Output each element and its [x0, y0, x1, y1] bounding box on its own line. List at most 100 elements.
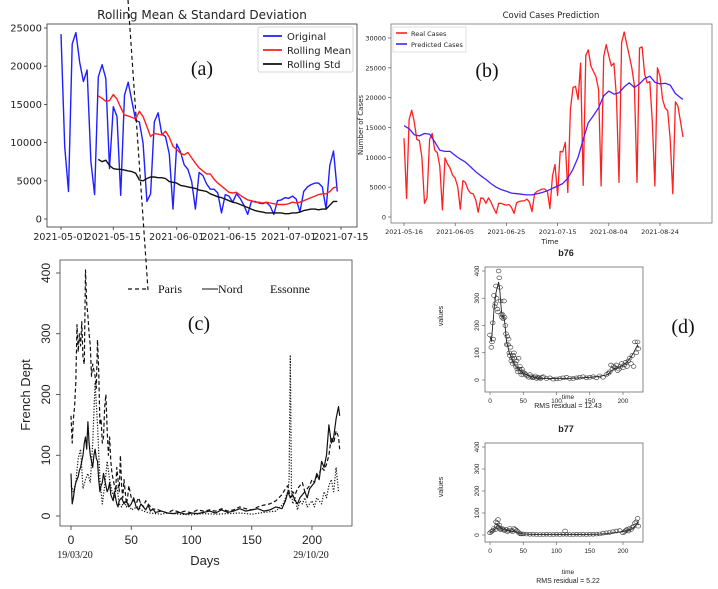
data-point — [502, 323, 508, 328]
data-point — [547, 375, 553, 380]
x-tick-label: 2021-06-15 — [201, 232, 256, 243]
data-point — [550, 532, 556, 537]
data-point — [515, 356, 522, 361]
data-point — [563, 532, 570, 537]
subplot-b76-frame — [484, 266, 644, 393]
data-point — [621, 362, 627, 368]
data-point — [537, 532, 543, 537]
data-point — [492, 304, 498, 309]
data-point — [625, 528, 631, 534]
data-point — [626, 526, 633, 531]
series-paris-line — [70, 269, 341, 514]
panel-a-y-ticks: 0 5000 10000 15000 20000 25000 — [10, 24, 47, 226]
data-point — [495, 517, 501, 522]
data-point — [493, 519, 499, 524]
data-point — [573, 375, 580, 380]
x-tick-label: 100 — [181, 533, 201, 547]
x-tick-label: 150 — [584, 398, 595, 405]
panel-c-x-ticks: 0 50 100 150 200 — [68, 526, 322, 547]
x-tick-label: 50 — [520, 398, 528, 405]
x-tick-label: 2021-07-15 — [313, 232, 368, 243]
data-point — [490, 528, 496, 533]
series-nord-line — [70, 406, 341, 515]
data-point — [626, 356, 633, 361]
x-tick-label: 100 — [551, 398, 562, 405]
y-tick-label: 20000 — [365, 94, 386, 102]
legend-label-nord: Nord — [218, 282, 243, 296]
series-essonne-line — [70, 354, 340, 516]
data-point — [590, 374, 596, 379]
data-point — [553, 376, 560, 382]
x-tick-label: 200 — [618, 398, 629, 405]
data-point — [613, 528, 620, 534]
x-tick-label: 2021-05-15 — [86, 232, 141, 243]
data-point — [500, 527, 506, 532]
panel-c-ylabel: French Dept — [18, 359, 33, 431]
data-point — [557, 532, 563, 537]
series-original-line — [60, 31, 338, 216]
subplot-b77-rms: RMS residual = 5.22 — [536, 578, 600, 585]
subplot-b76-rms: RMS residual = 12.43 — [534, 403, 602, 410]
subplot-b76-x-ticks: 0 50 100 150 200 — [488, 392, 629, 405]
x-tick-label: 2021-07-01 — [261, 232, 316, 243]
y-tick-label: 10000 — [365, 154, 386, 162]
panel-b-label: (b) — [475, 60, 498, 82]
y-tick-label: 15000 — [365, 124, 386, 132]
data-point — [580, 532, 586, 537]
data-point — [587, 375, 593, 380]
data-point — [632, 339, 638, 345]
data-point — [521, 371, 528, 376]
data-point — [629, 353, 635, 358]
panel-a-legend: Original Rolling Mean Rolling Std — [257, 26, 354, 73]
data-point — [628, 361, 634, 366]
data-point — [511, 350, 517, 355]
data-point — [610, 529, 616, 534]
data-point — [533, 376, 540, 381]
y-tick-label: 15000 — [10, 100, 42, 111]
data-point — [500, 316, 506, 321]
data-point — [501, 298, 507, 304]
data-point — [635, 523, 641, 529]
panel-d: (d) b76 0 100 200 300 400 0 50 100 150 200 value… — [438, 248, 695, 585]
data-point — [624, 364, 630, 369]
x-tick-label: 2021-05-01 — [33, 232, 88, 243]
y-tick-label: 25000 — [10, 24, 42, 35]
data-point — [523, 531, 530, 537]
x-tick-label: 50 — [520, 548, 528, 555]
x-tick-label: 0 — [68, 533, 75, 547]
panel-a-lines — [60, 31, 338, 216]
data-point — [536, 375, 542, 380]
data-point — [487, 530, 493, 535]
data-point — [499, 315, 505, 320]
data-point — [495, 268, 502, 274]
legend-label-rolling-std: Rolling Std — [287, 60, 340, 71]
panel-b-x-ticks: 2021-05-16 2021-06-05 2021-06-25 2021-07-15… — [385, 223, 679, 236]
data-point — [603, 372, 610, 377]
x-tick-label: 200 — [618, 548, 629, 555]
legend-label-essonne: Essonne — [270, 282, 310, 296]
data-point — [633, 350, 639, 355]
data-point — [509, 356, 515, 361]
data-point — [557, 376, 563, 381]
data-point — [503, 527, 509, 532]
data-point — [543, 532, 550, 537]
data-point — [496, 275, 502, 280]
x-tick-label: 2021-06-01 — [149, 232, 204, 243]
data-point — [547, 532, 553, 537]
legend-label-original: Original — [287, 32, 326, 43]
data-point — [508, 358, 514, 364]
data-point — [491, 293, 497, 298]
data-point — [600, 375, 606, 380]
data-point — [488, 529, 494, 534]
data-point — [510, 353, 516, 358]
data-point — [528, 374, 534, 379]
subplot-b77-title: b77 — [558, 424, 574, 434]
y-tick-label: 300 — [474, 292, 481, 303]
data-point — [628, 527, 634, 532]
panel-b-ylabel: Number of Cases — [357, 95, 365, 155]
y-tick-label: 0 — [474, 378, 481, 382]
data-point — [570, 532, 576, 537]
y-tick-label: 30000 — [365, 35, 386, 43]
data-point — [543, 376, 550, 381]
